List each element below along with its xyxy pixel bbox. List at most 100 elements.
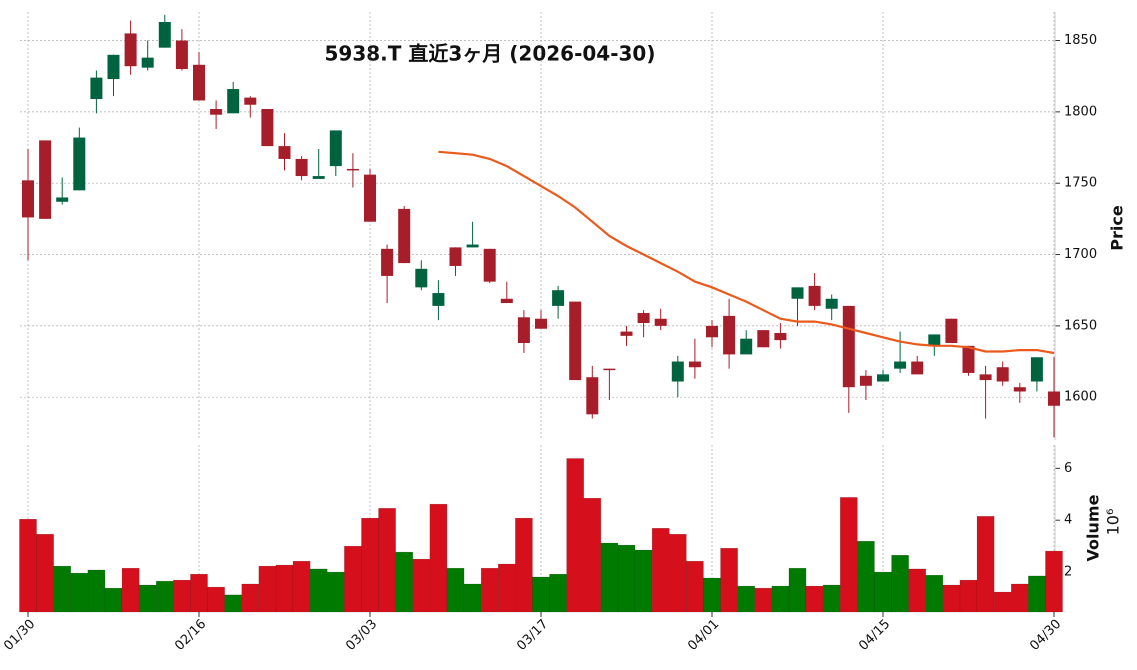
volume-bar bbox=[840, 497, 858, 613]
candle-body bbox=[962, 345, 975, 373]
candle-body bbox=[757, 330, 770, 348]
candle-body bbox=[415, 268, 428, 288]
x-tick-label: 02/16 bbox=[172, 617, 209, 654]
volume-bar bbox=[515, 517, 533, 613]
candle-body bbox=[73, 137, 86, 191]
volume-bar bbox=[19, 518, 37, 613]
volume-bar bbox=[874, 571, 892, 613]
volume-bar bbox=[344, 545, 362, 613]
candle-body bbox=[688, 361, 701, 368]
candle-body bbox=[141, 57, 154, 68]
candle-body bbox=[740, 338, 753, 355]
volume-bar bbox=[241, 583, 260, 613]
volume-bar bbox=[651, 527, 670, 613]
candle-body bbox=[637, 313, 650, 324]
volume-tick-label: 4 bbox=[1064, 513, 1072, 528]
candle-body bbox=[175, 40, 188, 70]
candle-body bbox=[774, 333, 787, 341]
candle-body bbox=[312, 176, 325, 179]
x-tick-label: 04/01 bbox=[685, 617, 722, 654]
y-tick-label: 1750 bbox=[1064, 176, 1097, 191]
volume-bar bbox=[805, 585, 824, 613]
volume-bar bbox=[600, 542, 619, 613]
y-tick-label: 1650 bbox=[1064, 318, 1097, 333]
candle-body bbox=[261, 109, 274, 147]
candle-body bbox=[894, 361, 907, 369]
volume-bar bbox=[361, 517, 379, 613]
volume-bar bbox=[446, 567, 465, 613]
candle-body bbox=[39, 140, 52, 219]
volume-bar bbox=[549, 573, 567, 613]
volume-bar bbox=[1028, 575, 1046, 613]
candle-body bbox=[364, 174, 376, 222]
volume-bar bbox=[156, 580, 174, 613]
candle-body bbox=[107, 54, 120, 80]
volume-bar bbox=[378, 508, 396, 613]
candle-body bbox=[706, 325, 718, 338]
volume-bar bbox=[53, 565, 72, 613]
candle-body bbox=[620, 331, 633, 336]
volume-tick-label: 2 bbox=[1064, 565, 1072, 580]
volume-bar bbox=[1045, 550, 1063, 613]
volume-scale: 10⁶ bbox=[1104, 509, 1123, 536]
volume-bar bbox=[173, 579, 191, 613]
volume-bar bbox=[309, 568, 328, 613]
volume-tick-label: 6 bbox=[1064, 461, 1072, 476]
candle-body bbox=[432, 293, 445, 306]
volume-bar bbox=[327, 571, 345, 613]
candle-body bbox=[825, 298, 838, 309]
chart-title: 5938.T 直近3ヶ月 (2026-04-30) bbox=[325, 42, 656, 66]
candle-body bbox=[124, 33, 137, 67]
candle-body bbox=[552, 290, 565, 306]
candle-body bbox=[723, 315, 736, 355]
volume-bar bbox=[908, 568, 927, 613]
volume-bar bbox=[822, 584, 841, 613]
candle-body bbox=[466, 244, 479, 248]
y-tick-label: 1850 bbox=[1064, 33, 1097, 48]
candle-body bbox=[210, 109, 223, 115]
volume-bar bbox=[754, 587, 773, 613]
candle-body bbox=[244, 97, 257, 105]
volume-bar bbox=[87, 569, 106, 613]
volume-bar bbox=[138, 584, 157, 613]
candle-body bbox=[945, 318, 958, 343]
candle-body bbox=[654, 318, 667, 326]
candle-body bbox=[483, 248, 496, 282]
x-tick-label: 01/30 bbox=[1, 617, 38, 654]
candle-body bbox=[842, 305, 855, 388]
volume-bar bbox=[942, 584, 961, 613]
x-tick-label: 03/03 bbox=[343, 617, 380, 654]
volume-bar bbox=[207, 586, 225, 613]
candle-body bbox=[671, 361, 684, 382]
candle-body bbox=[808, 285, 821, 306]
volume-bar bbox=[857, 540, 875, 613]
candle-body bbox=[569, 301, 582, 381]
volume-bar bbox=[429, 503, 448, 613]
volume-bar bbox=[36, 533, 54, 613]
volume-bar bbox=[720, 547, 738, 613]
volume-bar bbox=[190, 573, 208, 613]
volume-bar bbox=[703, 577, 721, 613]
volume-bar bbox=[412, 558, 431, 613]
volume-bar bbox=[532, 576, 550, 613]
volume-bar bbox=[258, 565, 277, 613]
x-tick-label: 04/15 bbox=[856, 617, 893, 654]
candle-body bbox=[603, 368, 616, 371]
volume-bar bbox=[121, 567, 140, 613]
candle-body bbox=[158, 21, 171, 48]
volume-axis-label: Volume bbox=[1084, 494, 1103, 561]
candle-body bbox=[398, 208, 411, 264]
volume-bar bbox=[617, 544, 636, 613]
volume-bar bbox=[959, 579, 978, 613]
candle-body bbox=[791, 287, 804, 299]
y-axis-label: Price bbox=[1108, 205, 1127, 251]
candle-body bbox=[535, 318, 547, 329]
candle-body bbox=[979, 374, 992, 381]
candle-body bbox=[22, 180, 34, 218]
candle-body bbox=[928, 334, 941, 346]
moving-average-line bbox=[438, 150, 1055, 355]
candle-body bbox=[295, 158, 308, 177]
candle-body bbox=[911, 361, 924, 375]
candle-body bbox=[90, 77, 103, 100]
